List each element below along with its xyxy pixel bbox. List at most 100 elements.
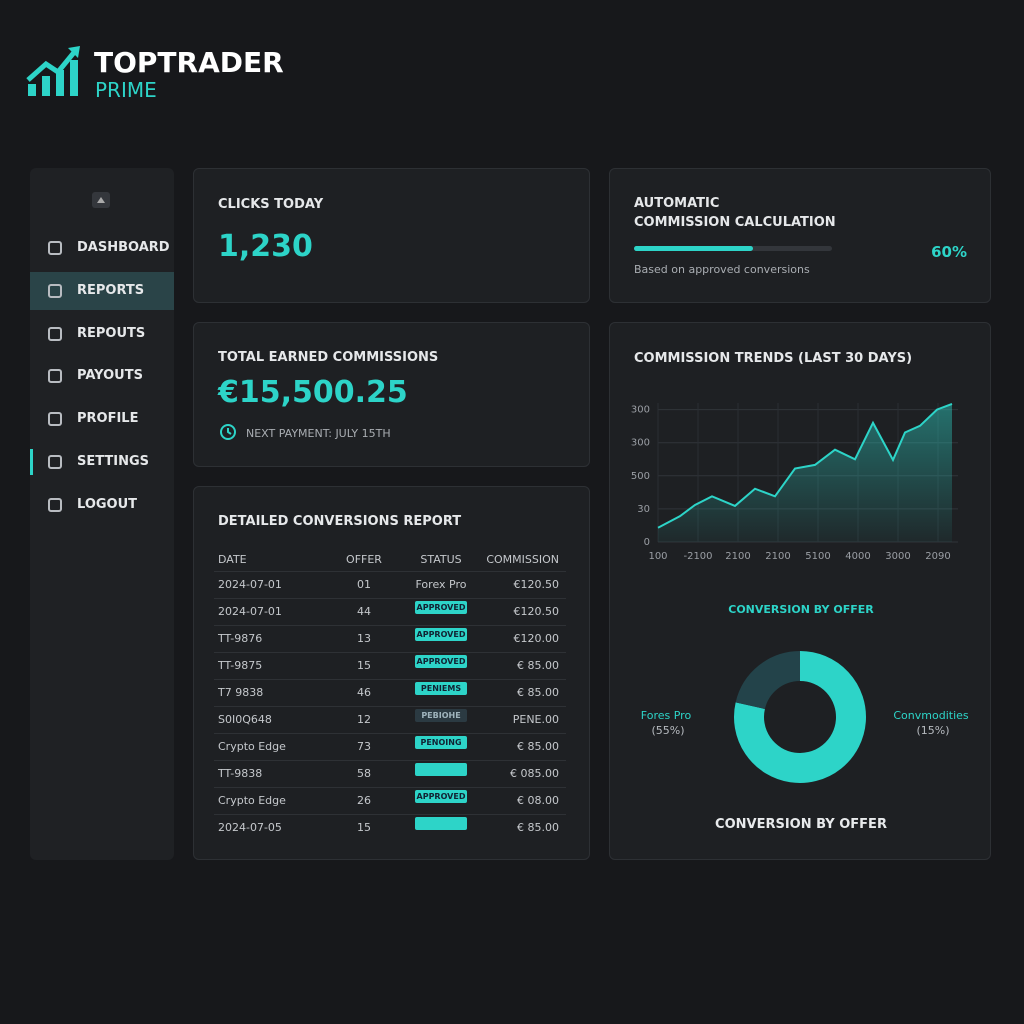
nav-item[interactable]: DASHBOARD [30, 229, 174, 267]
row-divider [214, 814, 566, 815]
table-cell: 2024-07-01 [218, 605, 282, 618]
nav-label: SETTINGS [77, 454, 150, 469]
card-value: €15,500.25 [218, 375, 408, 410]
card-title: TOTAL EARNED COMMISSIONS [218, 350, 439, 365]
table-cell: 13 [357, 632, 371, 645]
x-tick-label: 2090 [925, 551, 950, 562]
table-cell: €120.50 [513, 605, 560, 618]
line-area [658, 403, 952, 542]
table-title: DETAILED CONVERSIONS REPORT [218, 514, 462, 529]
table-cell: 44 [357, 605, 371, 618]
table-cell: TT-9838 [218, 767, 263, 780]
table-cell: €120.50 [513, 578, 560, 591]
icon-shape [48, 326, 62, 341]
donut-slice [734, 651, 866, 783]
donut-footer: CONVERSION BY OFFER [715, 817, 887, 832]
table-cell: 26 [357, 794, 371, 807]
row-divider [214, 706, 566, 707]
sidebar: DASHBOARD REPORTS REPOUTS PAYOUTS PROFILE SET… [30, 168, 174, 860]
icon-shape [48, 412, 62, 427]
nav-item[interactable]: LOGOUT [30, 486, 174, 524]
status-badge: APPROVED [415, 628, 467, 641]
table-cell: TT-9875 [218, 659, 263, 672]
card-value: 1,230 [218, 229, 313, 264]
chart-title: COMMISSION TRENDS (LAST 30 DAYS) [634, 351, 913, 366]
y-tick-label: 300 [631, 405, 650, 416]
nav-icon [48, 455, 62, 469]
nav-label: PAYOUTS [77, 368, 143, 384]
status-badge: PENIEMS [415, 682, 467, 695]
nav-item[interactable]: SETTINGS [30, 443, 174, 481]
card-title: COMMISSION CALCULATION [634, 215, 836, 230]
table-cell: 58 [357, 767, 371, 780]
status-badge: APPROVED [415, 790, 467, 803]
legend-label: Convmodities [893, 709, 969, 722]
clock-icon [220, 424, 236, 440]
active-indicator [30, 449, 33, 475]
card-title: CLICKS TODAY [218, 197, 324, 212]
table-cell: Crypto Edge [218, 794, 286, 807]
progress-track [634, 246, 832, 251]
table-cell: 15 [357, 821, 371, 834]
nav-label: DASHBOARD [77, 240, 170, 255]
nav-icon [48, 369, 62, 384]
icon-shape [48, 369, 62, 384]
legend-label: Fores Pro [641, 709, 692, 722]
table-cell: Forex Pro [415, 578, 467, 591]
table-cell: 2024-07-05 [218, 821, 282, 834]
table-card: DETAILED CONVERSIONS REPORT DATE OFFER STA… [193, 486, 590, 860]
table-cell: 46 [357, 686, 371, 699]
nav-icon [48, 283, 62, 298]
earned-card: TOTAL EARNED COMMISSIONS €15,500.25 NEXT… [193, 322, 590, 467]
nav-item[interactable]: REPORTS [30, 271, 174, 310]
brand-name: TOPTRADER [94, 46, 284, 79]
table-cell: PENE.00 [512, 713, 559, 726]
nav-item[interactable]: PAYOUTS [30, 357, 174, 395]
status-badge: PENOING [415, 736, 467, 749]
y-tick-label: 0 [644, 537, 650, 548]
row-divider [214, 598, 566, 599]
table-cell: € 85.00 [517, 659, 559, 672]
nav-label: REPORTS [77, 282, 145, 298]
table-header: OFFER [346, 553, 382, 566]
nav-icon [48, 412, 62, 427]
table-cell: 15 [357, 659, 371, 672]
table-cell: € 85.00 [517, 821, 559, 834]
y-tick-label: 300 [631, 438, 650, 449]
card-note: Based on approved conversions [634, 263, 810, 276]
progress-label: 60% [931, 243, 967, 261]
nav-label: PROFILE [77, 411, 139, 427]
table-cell: € 08.00 [517, 794, 559, 807]
icon-shape [48, 497, 62, 512]
y-tick-label: 30 [637, 504, 650, 515]
icon-shape [48, 241, 62, 255]
table-cell: 2024-07-01 [218, 578, 282, 591]
donut-slice [735, 651, 801, 710]
icon-shape [48, 455, 62, 469]
table-cell: Crypto Edge [218, 740, 286, 753]
status-badge: APPROVED [415, 601, 467, 614]
row-divider [214, 652, 566, 653]
calc-card: AUTOMATIC COMMISSION CALCULATION 60% Bas… [609, 168, 991, 303]
table-cell: € 85.00 [517, 686, 559, 699]
icon-shape [48, 283, 62, 298]
nav-icon [48, 241, 62, 255]
status-badge [415, 817, 467, 830]
row-divider [214, 679, 566, 680]
collapse-icon[interactable] [92, 192, 110, 208]
table-cell: € 85.00 [517, 740, 559, 753]
nav-label: REPOUTS [77, 325, 146, 341]
row-divider [214, 625, 566, 626]
table-header: DATE [218, 553, 247, 566]
x-tick-label: 4000 [845, 551, 870, 562]
row-divider [214, 787, 566, 788]
status-badge: PEBIOHE [415, 709, 467, 722]
table-cell: TT-9876 [218, 632, 263, 645]
nav-item[interactable]: REPOUTS [30, 315, 174, 353]
table-cell: T7 9838 [218, 686, 264, 699]
row-divider [214, 760, 566, 761]
nav-item[interactable]: PROFILE [30, 400, 174, 438]
value-label: (15%) [916, 724, 949, 737]
